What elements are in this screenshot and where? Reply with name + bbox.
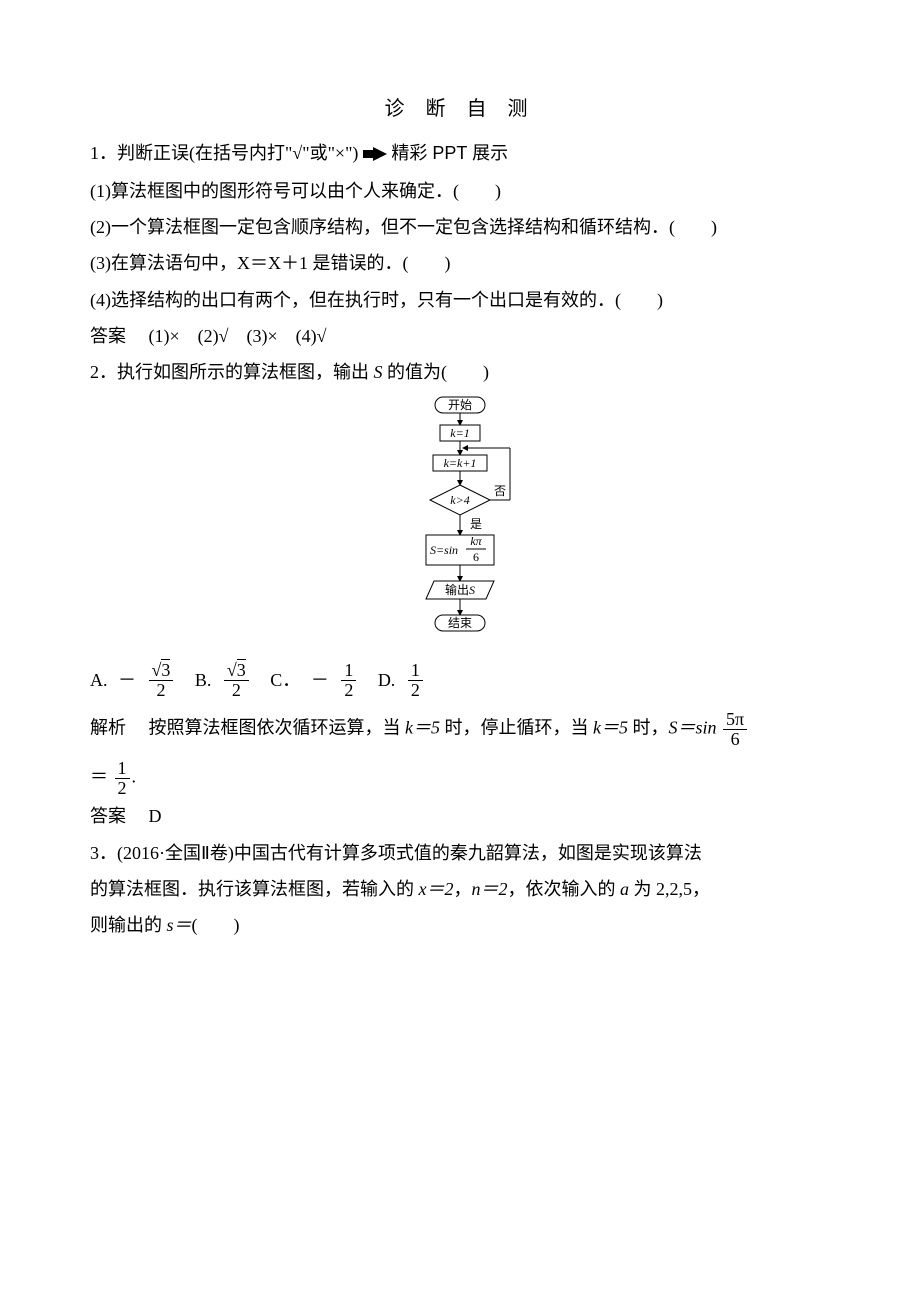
q1-answer-text: (1)× (2)√ (3)× (4)√ — [149, 326, 327, 346]
opt-a-den: 2 — [149, 681, 174, 700]
q3-l2a: 的算法框图．执行该算法框图，若输入的 — [90, 879, 419, 899]
analysis-s: S＝sin — [669, 717, 722, 737]
opt-b-num: 3 — [237, 659, 246, 680]
option-d-frac: 1 2 — [406, 661, 425, 700]
pointer-icon — [363, 138, 387, 172]
q2-analysis: 解析 按照算法框图依次循环运算，当 k＝5 时，停止循环，当 k＝5 时，S＝s… — [90, 710, 830, 749]
analysis-label: 解析 — [90, 717, 126, 737]
q2-stem: 2．执行如图所示的算法框图，输出 S 的值为( ) — [90, 355, 830, 389]
analysis-k1: k＝5 — [405, 717, 440, 737]
answer-label-2: 答案 — [90, 806, 126, 826]
fc-end: 结束 — [448, 616, 472, 630]
fc-init: k=1 — [450, 426, 469, 440]
answer-label: 答案 — [90, 326, 126, 346]
fc-calc-a: S=sin — [430, 543, 458, 557]
an-den: 6 — [723, 730, 747, 749]
q3-x: x＝2 — [419, 879, 454, 899]
fc-calc-den: 6 — [473, 550, 479, 564]
q1-answer: 答案 (1)× (2)√ (3)× (4)√ — [90, 319, 830, 353]
opt-a-num: 3 — [161, 659, 170, 680]
opt-b-den: 2 — [224, 681, 249, 700]
option-a-frac: √3 2 — [147, 661, 176, 700]
an-num: 5π — [723, 710, 747, 730]
q3-a: a — [620, 879, 629, 899]
q3-l3b: ( ) — [192, 915, 240, 935]
q2-options: A. － √3 2 B. √3 2 C． － 1 2 D. 1 2 — [90, 661, 830, 700]
option-d-label: D. — [378, 663, 396, 697]
fc-calc-num: kπ — [470, 534, 482, 548]
option-c-frac: 1 2 — [339, 661, 358, 700]
an-rn: 1 — [115, 759, 130, 779]
q1-stem-text: 1．判断正误(在括号内打"√"或"×") — [90, 143, 358, 163]
fc-no: 否 — [494, 484, 506, 498]
analysis-eq: ＝ — [90, 766, 108, 786]
q3-l2b: ， — [454, 879, 472, 899]
analysis-frac1: 5π 6 — [721, 710, 749, 749]
option-c-sign: － — [311, 663, 329, 697]
analysis-frac2: 1 2 — [113, 759, 132, 798]
section-title: 诊 断 自 测 — [90, 90, 830, 128]
fc-inc: k=k+1 — [444, 456, 477, 470]
option-b-label: B. — [195, 663, 212, 697]
option-a-label: A. — [90, 663, 108, 697]
fc-start: 开始 — [448, 398, 472, 412]
opt-d-den: 2 — [408, 681, 423, 700]
q3-l3a: 则输出的 — [90, 915, 167, 935]
option-b-frac: √3 2 — [222, 661, 251, 700]
analysis-dot: . — [132, 766, 137, 786]
opt-c-num: 1 — [341, 661, 356, 681]
q3-s: s＝ — [167, 915, 192, 935]
q3-n: n＝2 — [472, 879, 508, 899]
q2-var-s: S — [374, 362, 383, 382]
analysis-a: 按照算法框图依次循环运算，当 — [149, 717, 406, 737]
analysis-c: 时， — [628, 717, 669, 737]
q1-item1: (1)算法框图中的图形符号可以由个人来确定．( ) — [90, 174, 830, 208]
q1-item4: (4)选择结构的出口有两个，但在执行时，只有一个出口是有效的．( ) — [90, 283, 830, 317]
q3-l2c: ，依次输入的 — [508, 879, 621, 899]
q2-answer-text: D — [149, 806, 162, 826]
q2-analysis-line2: ＝ 1 2 . — [90, 759, 830, 798]
fc-yes: 是 — [470, 517, 482, 531]
fc-output: 输出S — [445, 582, 475, 597]
q2-flowchart: 开始 k=1 k=k+1 k>4 否 是 S=sin kπ 6 输出S 结束 — [90, 395, 830, 655]
q3-line2: 的算法框图．执行该算法框图，若输入的 x＝2，n＝2，依次输入的 a 为 2,2… — [90, 872, 830, 906]
q1-item2: (2)一个算法框图一定包含顺序结构，但不一定包含选择结构和循环结构．( ) — [90, 210, 830, 244]
q2-stem-a: 2．执行如图所示的算法框图，输出 — [90, 362, 374, 382]
fc-cond: k>4 — [450, 493, 469, 507]
ppt-link-text: 精彩 PPT 展示 — [391, 143, 508, 163]
analysis-b: 时，停止循环，当 — [440, 717, 593, 737]
q2-answer: 答案 D — [90, 799, 830, 833]
q3-line1: 3．(2016·全国Ⅱ卷)中国古代有计算多项式值的秦九韶算法，如图是实现该算法 — [90, 836, 830, 870]
an-rd: 2 — [115, 779, 130, 798]
q3-l2d: 为 2,2,5， — [629, 879, 710, 899]
option-a-sign: － — [118, 663, 136, 697]
q1-item3: (3)在算法语句中，X＝X＋1 是错误的．( ) — [90, 246, 830, 280]
opt-c-den: 2 — [341, 681, 356, 700]
q1-stem: 1．判断正误(在括号内打"√"或"×") 精彩 PPT 展示 — [90, 136, 830, 172]
opt-d-num: 1 — [408, 661, 423, 681]
option-c-label: C． — [270, 663, 300, 697]
q2-stem-b: 的值为( ) — [383, 362, 490, 382]
q3-line3: 则输出的 s＝( ) — [90, 908, 830, 942]
analysis-k2: k＝5 — [593, 717, 628, 737]
